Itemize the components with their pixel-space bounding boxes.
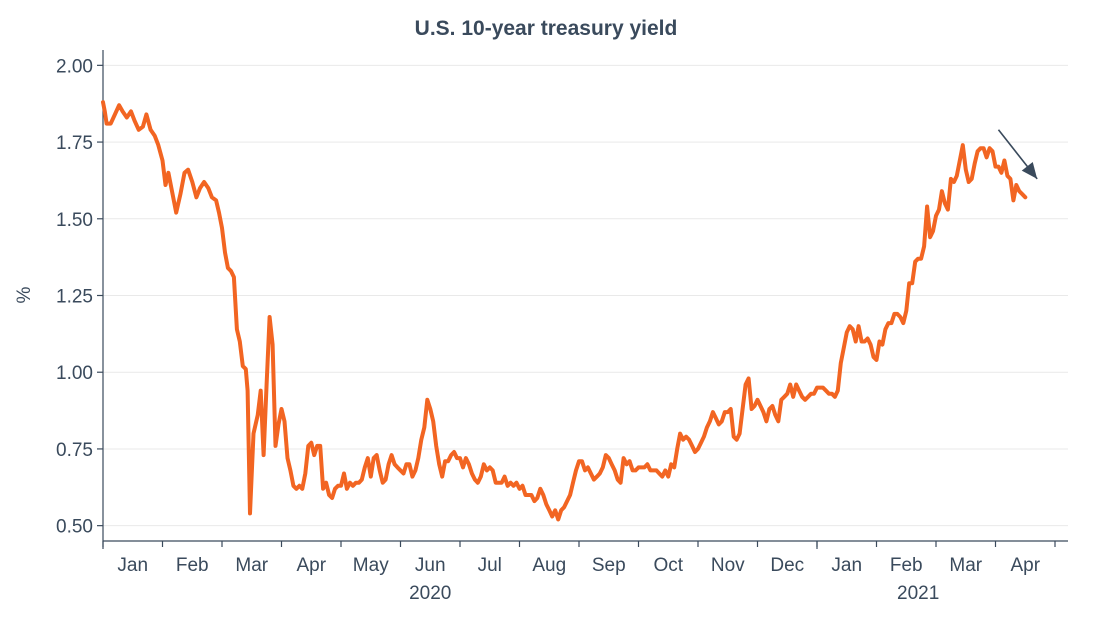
x-tick-label: Jul <box>478 555 502 576</box>
chart-title: U.S. 10-year treasury yield <box>415 17 678 40</box>
y-axis-ticks: 0.50 0.75 1.00 1.25 1.50 1.75 2.00 <box>56 56 103 538</box>
y-tick-label: 1.50 <box>56 210 93 231</box>
y-tick-label: 0.50 <box>56 517 93 538</box>
y-tick-label: 1.25 <box>56 287 93 308</box>
x-tick-label: Apr <box>1010 555 1040 576</box>
x-tick-label: Jun <box>415 555 446 576</box>
x-tick-label: Feb <box>176 555 209 576</box>
x-tick-label: Feb <box>890 555 923 576</box>
x-tick-label: Mar <box>949 555 982 576</box>
x-tick-label: Nov <box>711 555 745 576</box>
y-axis-label: % <box>14 286 35 303</box>
series-line <box>101 100 1028 522</box>
series-layer <box>101 100 1028 522</box>
annotation-layer <box>997 129 1038 180</box>
x-year-label: 2021 <box>897 583 939 604</box>
x-tick-label: May <box>353 555 389 576</box>
x-year-label: 2020 <box>409 583 451 604</box>
y-tick-label: 2.00 <box>56 56 93 77</box>
x-tick-label: Jan <box>831 555 862 576</box>
x-tick-label: Jan <box>117 555 148 576</box>
trend-arrow-head <box>1021 161 1038 179</box>
x-axis-ticks: Jan Feb Mar Apr May Jun Jul Aug Sep Oct Nov Dec Jan F… <box>102 541 1056 604</box>
x-tick-label: Oct <box>653 555 683 576</box>
y-tick-label: 0.75 <box>56 440 93 461</box>
x-tick-label: Apr <box>296 555 326 576</box>
y-tick-label: 1.00 <box>56 363 93 384</box>
x-tick-label: Dec <box>770 555 804 576</box>
y-tick-label: 1.75 <box>56 133 93 154</box>
x-tick-label: Sep <box>592 555 626 576</box>
x-tick-label: Aug <box>532 555 566 576</box>
x-tick-label: Mar <box>235 555 268 576</box>
